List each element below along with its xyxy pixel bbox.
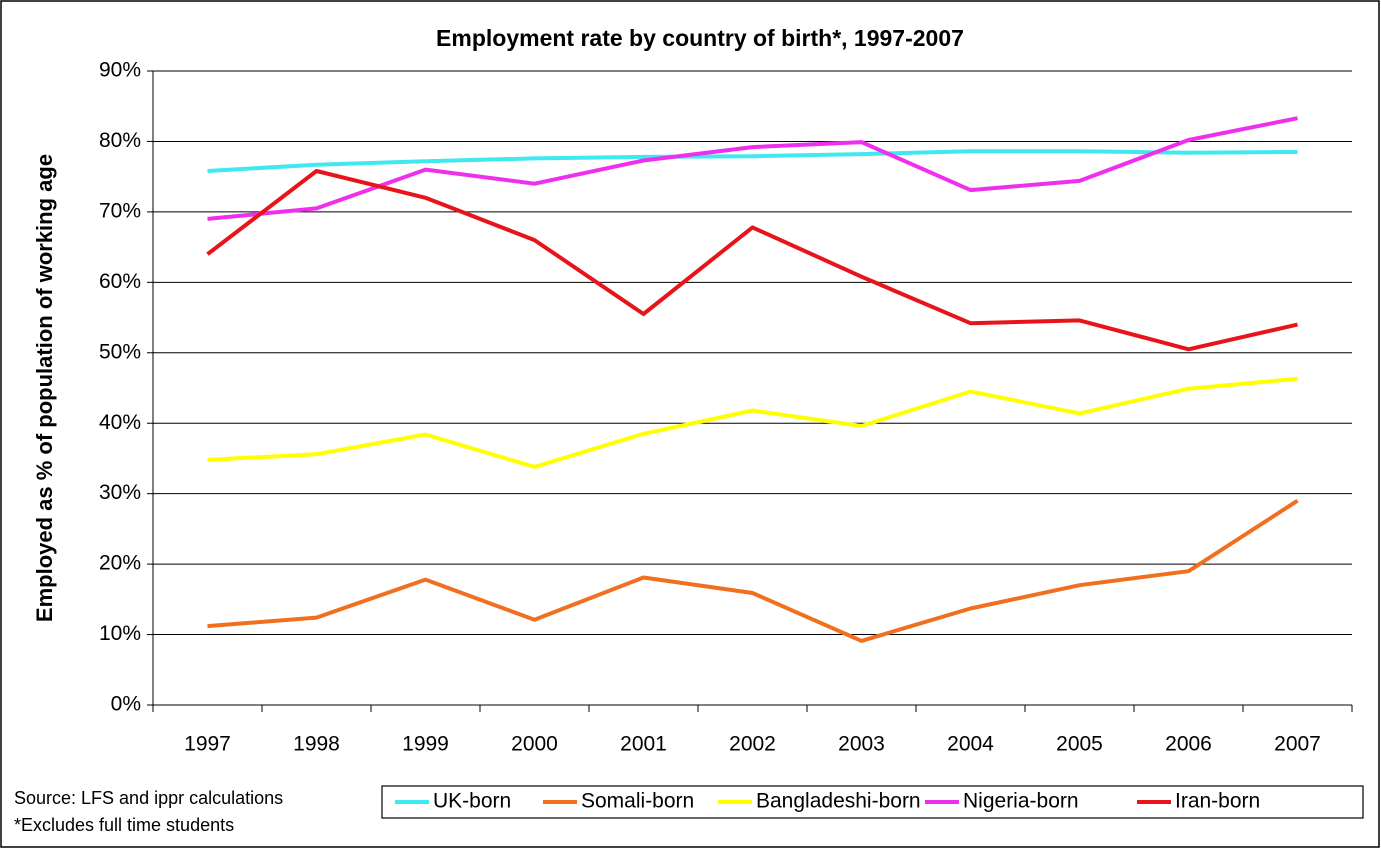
- x-tick-label: 2002: [729, 733, 776, 756]
- x-tick-label: 2003: [838, 733, 885, 756]
- note: Source: LFS and ippr calculations: [14, 788, 283, 808]
- y-axis-label: Employed as % of population of working a…: [32, 154, 57, 622]
- y-tick-label: 10%: [99, 622, 141, 645]
- x-tick-label: 2005: [1056, 733, 1103, 756]
- series-line: [207, 499, 1299, 643]
- y-tick-label: 90%: [99, 59, 141, 82]
- y-tick-label: 0%: [111, 693, 141, 716]
- legend-label: Somali-born: [581, 790, 694, 813]
- chart-title: Employment rate by country of birth*, 19…: [436, 25, 964, 51]
- series-line: [207, 149, 1298, 173]
- legend-label: Iran-born: [1175, 790, 1260, 813]
- x-tick-label: 2004: [947, 733, 994, 756]
- x-tick-label: 1999: [402, 733, 449, 756]
- legend-label: Nigeria-born: [963, 790, 1079, 813]
- y-tick-label: 60%: [99, 270, 141, 293]
- y-tick-label: 20%: [99, 552, 141, 575]
- note: *Excludes full time students: [14, 815, 234, 835]
- series-line: [207, 116, 1298, 221]
- series-line: [207, 376, 1298, 469]
- x-tick-label: 2001: [620, 733, 667, 756]
- y-tick-label: 70%: [99, 199, 141, 222]
- y-tick-label: 80%: [99, 129, 141, 152]
- legend-label: Bangladeshi-born: [756, 790, 921, 813]
- y-tick-label: 50%: [99, 340, 141, 363]
- x-tick-label: 2006: [1165, 733, 1212, 756]
- x-tick-label: 2000: [511, 733, 558, 756]
- legend-label: UK-born: [433, 790, 511, 813]
- x-tick-label: 1998: [293, 733, 340, 756]
- x-tick-label: 2007: [1274, 733, 1321, 756]
- x-tick-label: 1997: [184, 733, 231, 756]
- y-tick-label: 40%: [99, 411, 141, 434]
- y-tick-label: 30%: [99, 481, 141, 504]
- series-line: [206, 169, 1298, 352]
